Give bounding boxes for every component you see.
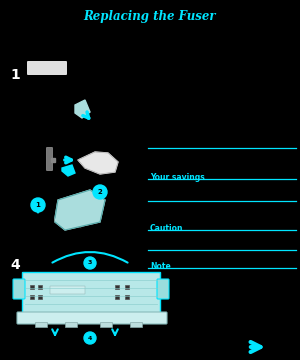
FancyBboxPatch shape — [13, 279, 25, 299]
FancyBboxPatch shape — [17, 312, 167, 324]
Bar — [35, 322, 47, 327]
Bar — [100, 322, 112, 327]
Bar — [125, 285, 129, 289]
Bar — [30, 285, 34, 289]
Circle shape — [31, 198, 45, 212]
Bar — [115, 295, 119, 299]
Polygon shape — [62, 165, 75, 176]
FancyBboxPatch shape — [27, 61, 67, 75]
Polygon shape — [78, 152, 118, 174]
Bar — [65, 322, 77, 327]
Polygon shape — [55, 190, 105, 230]
Text: 1: 1 — [36, 202, 40, 208]
Bar — [115, 285, 119, 289]
Text: 3: 3 — [88, 261, 92, 266]
Polygon shape — [75, 100, 90, 118]
Text: Your savings: Your savings — [150, 173, 205, 182]
Text: Replacing the Fuser: Replacing the Fuser — [84, 10, 216, 23]
Text: 1: 1 — [10, 68, 20, 82]
FancyBboxPatch shape — [46, 148, 52, 171]
Bar — [38, 285, 42, 289]
Circle shape — [84, 332, 96, 344]
Bar — [30, 295, 34, 299]
FancyBboxPatch shape — [22, 272, 160, 314]
FancyBboxPatch shape — [157, 279, 169, 299]
Circle shape — [84, 257, 96, 269]
Text: 4: 4 — [10, 258, 20, 272]
Bar — [38, 295, 42, 299]
Circle shape — [93, 185, 107, 199]
Bar — [125, 295, 129, 299]
Bar — [50, 286, 85, 294]
Bar — [130, 322, 142, 327]
Text: 2: 2 — [98, 189, 102, 195]
Text: Caution: Caution — [150, 224, 184, 233]
Text: Note: Note — [150, 262, 171, 271]
Text: 4: 4 — [88, 336, 92, 341]
